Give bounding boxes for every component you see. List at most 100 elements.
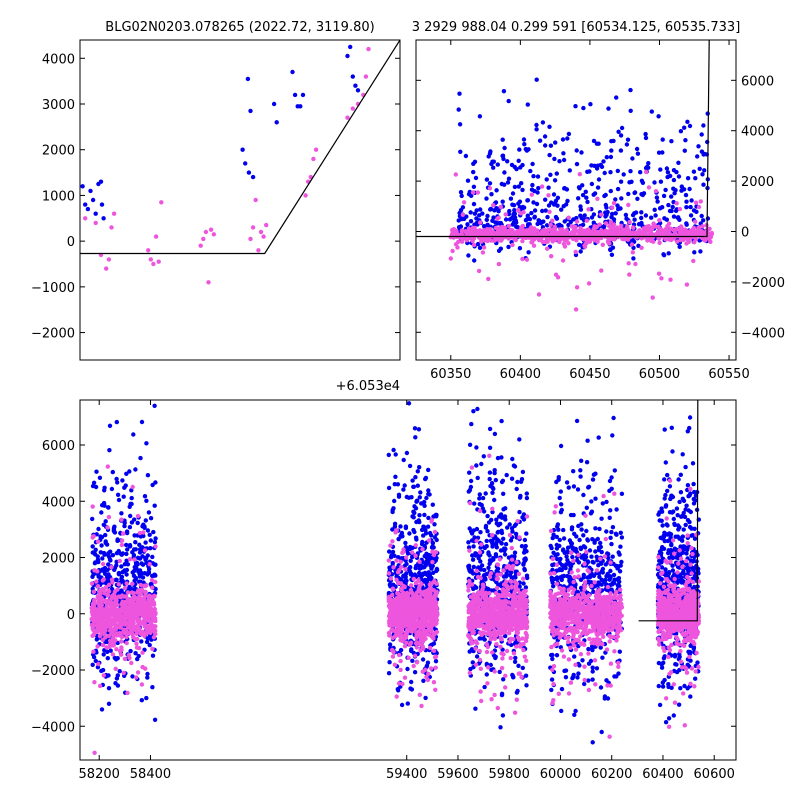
bottom-point-series-a xyxy=(477,566,482,571)
bottom-point-series-b xyxy=(119,542,125,548)
bottom-point-series-a xyxy=(555,524,560,529)
top-right-point-series-a xyxy=(525,213,530,218)
top-right-point-series-a xyxy=(681,187,687,192)
bottom-point-series-a xyxy=(559,502,564,507)
top-right-point-series-a xyxy=(591,138,597,144)
bottom-point-series-a xyxy=(127,544,133,549)
bottom-point-series-a xyxy=(678,686,683,691)
top-right-point-series-b xyxy=(674,239,680,244)
bottom-point-series-a xyxy=(523,543,528,549)
bottom-point-series-a xyxy=(106,686,112,691)
bottom-point-series-a xyxy=(683,464,688,470)
bottom-point-series-a xyxy=(470,660,475,665)
bottom-point-series-a xyxy=(492,497,497,503)
top-right-point-series-b xyxy=(545,246,550,251)
bottom-point-series-a xyxy=(105,649,110,654)
top-right-point-series-a xyxy=(611,217,617,222)
bottom-point-series-a xyxy=(504,472,509,478)
bottom-point-series-a xyxy=(396,536,401,542)
top-right-point-series-a xyxy=(535,174,541,179)
top-right-point-series-b xyxy=(599,212,604,217)
bottom-point-series-a xyxy=(474,445,479,450)
top-right-point-series-a xyxy=(615,186,621,192)
bottom-point-series-a xyxy=(390,549,396,555)
bottom-point-series-a xyxy=(680,452,685,457)
top-left-point-series-a xyxy=(298,104,303,109)
bottom-point-series-a xyxy=(569,525,575,530)
top-right-point-series-a xyxy=(471,184,477,189)
top-right-point-series-a xyxy=(512,208,517,213)
bottom-point-series-a xyxy=(409,679,414,685)
top-right-point-series-a xyxy=(500,137,505,142)
top-right-point-series-a xyxy=(501,156,506,162)
bottom-point-series-a xyxy=(612,468,617,473)
top-right-point-series-a xyxy=(596,177,602,182)
top-right-point-series-a xyxy=(654,195,660,200)
bottom-point-series-a xyxy=(614,507,619,512)
top-right-title: 3 2929 988.04 0.299 591 [60534.125, 6053… xyxy=(412,20,741,35)
top-right-point-series-a xyxy=(519,181,524,186)
bottom-point-series-a xyxy=(104,576,110,581)
top-left-point-series-a xyxy=(245,76,251,82)
bottom-point-series-a xyxy=(666,716,672,721)
bottom-point-series-a xyxy=(503,546,508,552)
top-right-point-series-b xyxy=(577,172,582,177)
bottom-point-series-a xyxy=(604,499,609,505)
top-right-point-series-a xyxy=(511,203,517,208)
top-right-point-series-b xyxy=(689,230,694,235)
top-right-point-series-b xyxy=(480,250,486,255)
top-right-point-series-a xyxy=(594,141,600,146)
bottom-point-series-a xyxy=(113,577,118,583)
top-right-point-series-a xyxy=(701,218,706,223)
bottom-point-series-a xyxy=(501,677,506,682)
top-right-point-series-a xyxy=(589,215,595,220)
bottom-point-series-a xyxy=(572,531,577,536)
top-right-point-series-a xyxy=(682,148,687,153)
bottom-point-series-a xyxy=(153,573,158,578)
top-right-point-series-b xyxy=(546,232,551,237)
bottom-point-series-b xyxy=(105,593,110,598)
top-right-point-series-a xyxy=(553,140,558,145)
top-right-point-series-a xyxy=(678,129,684,134)
bottom-point-series-a xyxy=(562,668,567,674)
bottom-point-series-b xyxy=(95,539,101,544)
top-right-point-series-b xyxy=(574,285,580,290)
top-right-point-series-a xyxy=(636,222,642,227)
top-right-point-series-a xyxy=(671,214,677,219)
top-right-point-series-a xyxy=(474,216,479,221)
bottom-point-series-a xyxy=(606,551,611,557)
bottom-point-series-a xyxy=(148,581,153,587)
top-left-plot-area xyxy=(80,40,400,285)
top-right-point-series-a xyxy=(514,166,519,172)
top-right-point-series-a xyxy=(561,157,567,163)
top-right-point-series-a xyxy=(516,201,521,206)
bottom-point-series-a xyxy=(496,523,501,528)
bottom-point-series-a xyxy=(421,678,426,683)
bottom-point-series-a xyxy=(119,574,125,580)
top-right-point-series-a xyxy=(621,172,626,177)
top-right-point-series-a xyxy=(474,208,479,213)
bottom-point-series-a xyxy=(610,554,615,559)
top-right-point-series-a xyxy=(535,221,540,227)
bottom-point-series-a xyxy=(567,538,573,543)
bottom-point-series-a xyxy=(140,554,145,559)
bottom-point-series-a xyxy=(93,552,98,557)
bottom-point-series-a xyxy=(503,633,508,639)
bottom-point-series-a xyxy=(467,526,472,531)
top-right-point-series-a xyxy=(557,222,562,227)
top-right-point-series-b xyxy=(599,268,604,273)
top-right-point-series-a xyxy=(458,149,463,154)
top-right-point-series-a xyxy=(613,197,618,202)
top-left-point-series-b xyxy=(93,220,98,226)
top-right-point-series-b xyxy=(546,193,551,198)
bottom-point-series-b xyxy=(119,639,124,644)
top-right-point-series-a xyxy=(695,154,700,159)
bottom-point-series-a xyxy=(95,665,101,670)
top-right-point-series-a xyxy=(580,183,585,188)
bottom-point-series-a xyxy=(550,580,555,585)
top-right-point-series-b xyxy=(649,237,654,242)
top-right-point-series-b xyxy=(700,224,705,229)
bottom-point-series-a xyxy=(579,458,584,463)
bottom-point-series-a xyxy=(145,473,151,478)
bottom-point-series-a xyxy=(492,468,497,473)
